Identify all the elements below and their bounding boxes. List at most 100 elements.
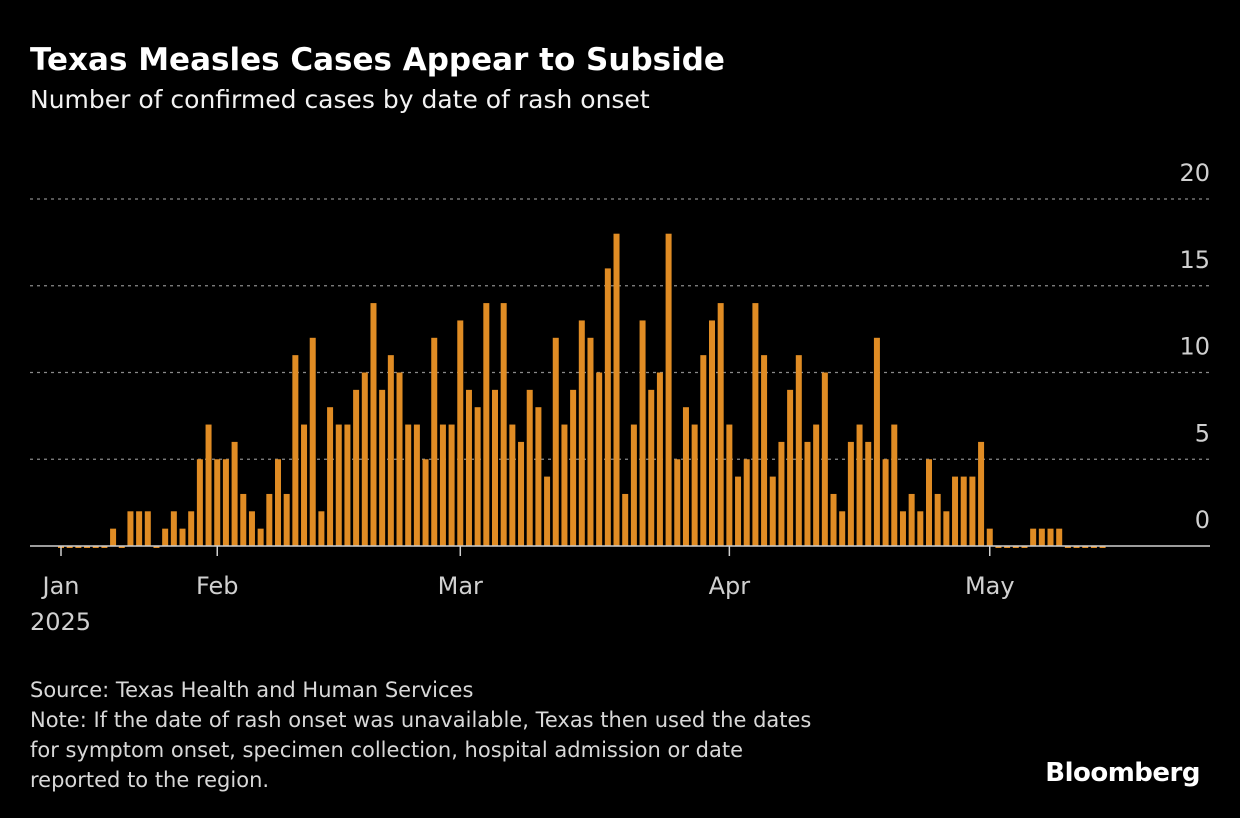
- y-tick-label: 15: [1179, 246, 1210, 274]
- bar: [118, 546, 125, 548]
- bar: [804, 441, 811, 546]
- bar: [222, 459, 229, 546]
- bar: [518, 441, 525, 546]
- bar: [552, 337, 559, 546]
- bar: [66, 546, 73, 548]
- bar: [761, 355, 768, 546]
- bar: [92, 546, 99, 548]
- bar: [448, 424, 455, 546]
- bar: [1047, 528, 1054, 546]
- bar: [908, 493, 915, 546]
- bar: [795, 355, 802, 546]
- bar: [301, 424, 308, 546]
- bar: [361, 372, 368, 546]
- bar: [1021, 546, 1028, 548]
- x-tick-label: May: [965, 572, 1015, 600]
- bar: [622, 493, 629, 546]
- bar: [604, 268, 611, 546]
- bar: [839, 511, 846, 546]
- bar: [144, 511, 151, 546]
- bar: [995, 546, 1002, 548]
- bar: [830, 493, 837, 546]
- bar: [717, 303, 724, 546]
- bar: [509, 424, 516, 546]
- bar: [986, 528, 993, 546]
- bar: [691, 424, 698, 546]
- x-year-label: 2025: [30, 608, 91, 636]
- bar: [674, 459, 681, 546]
- bar: [535, 407, 542, 546]
- bar: [214, 459, 221, 546]
- bar: [170, 511, 177, 546]
- bar: [865, 441, 872, 546]
- bar: [630, 424, 637, 546]
- bar: [283, 493, 290, 546]
- bar: [327, 407, 334, 546]
- bar: [682, 407, 689, 546]
- bar: [613, 233, 620, 546]
- x-tick-label: Apr: [709, 572, 751, 600]
- bar: [196, 459, 203, 546]
- bar: [960, 476, 967, 546]
- bar: [500, 303, 507, 546]
- bar: [266, 493, 273, 546]
- bar: [709, 320, 715, 546]
- y-tick-label: 20: [1179, 159, 1210, 187]
- bar: [735, 476, 742, 546]
- bar: [596, 372, 603, 546]
- bar: [969, 476, 976, 546]
- bar: [561, 424, 568, 546]
- bar: [396, 372, 403, 546]
- bar: [743, 459, 750, 546]
- bar: [257, 528, 264, 546]
- bar: [309, 337, 316, 546]
- bar: [240, 493, 247, 546]
- bar: [648, 389, 655, 546]
- bar: [1056, 528, 1063, 546]
- bar: [465, 389, 472, 546]
- bar: [899, 511, 906, 546]
- bar: [787, 389, 794, 546]
- bar: [75, 546, 82, 548]
- bar: [344, 424, 351, 546]
- y-tick-label: 5: [1195, 419, 1210, 447]
- y-tick-label: 0: [1195, 506, 1210, 534]
- bar: [188, 511, 195, 546]
- bar: [665, 233, 672, 546]
- bar: [127, 511, 134, 546]
- bar: [917, 511, 924, 546]
- bar: [873, 337, 880, 546]
- x-tick-label: Jan: [41, 572, 80, 600]
- bar: [431, 337, 438, 546]
- bar: [370, 303, 377, 546]
- bar: [978, 441, 985, 546]
- note-line-2: for symptom onset, specimen collection, …: [30, 738, 743, 762]
- bar: [231, 441, 238, 546]
- bar: [1064, 546, 1071, 548]
- bar: [656, 372, 663, 546]
- bar: [778, 441, 785, 546]
- bar: [934, 493, 941, 546]
- bloomberg-logo: Bloomberg: [1045, 758, 1200, 788]
- note-line-3: reported to the region.: [30, 768, 270, 792]
- bar: [439, 424, 446, 546]
- bar: [1090, 546, 1097, 548]
- bar: [248, 511, 255, 546]
- bar: [752, 303, 759, 546]
- chart-subtitle: Number of confirmed cases by date of ras…: [30, 85, 650, 114]
- bar: [110, 528, 117, 546]
- bar: [162, 528, 169, 546]
- bar: [483, 303, 490, 546]
- bar: [275, 459, 281, 546]
- bar: [769, 476, 776, 546]
- bar: [726, 424, 733, 546]
- x-tick-label: Feb: [196, 572, 239, 600]
- bar: [882, 459, 889, 546]
- bar: [700, 355, 707, 546]
- bar: [1073, 546, 1080, 548]
- bar: [813, 424, 820, 546]
- chart-title: Texas Measles Cases Appear to Subside: [30, 42, 725, 78]
- bar: [205, 424, 212, 546]
- bar: [847, 441, 854, 546]
